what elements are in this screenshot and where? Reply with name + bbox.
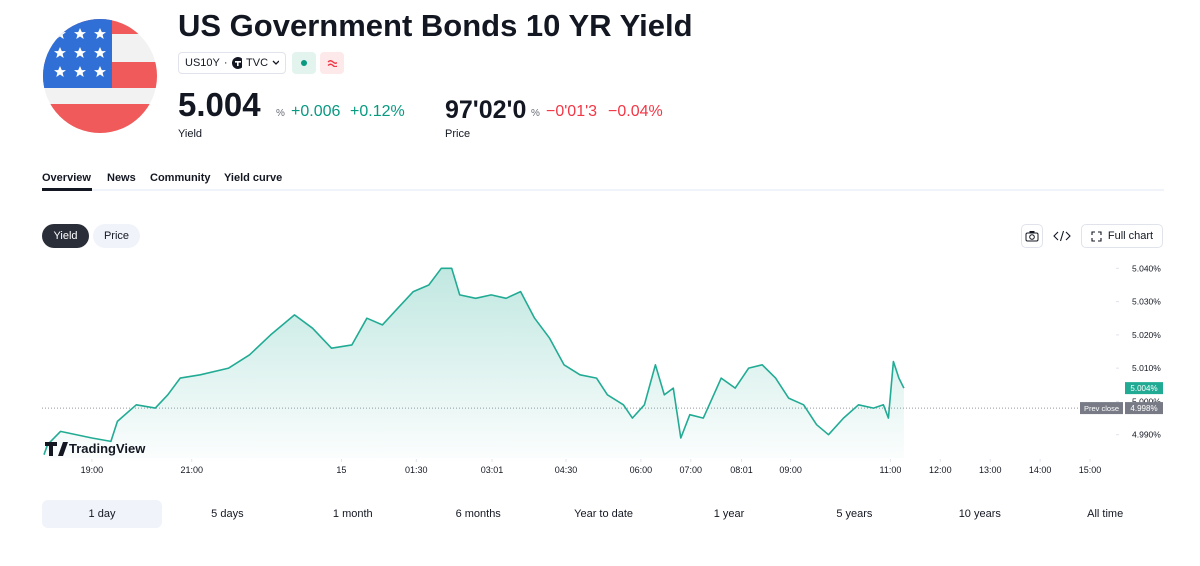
symbol: US10Y xyxy=(185,57,220,69)
x-tick-label: 19:00 xyxy=(81,465,104,475)
camera-icon xyxy=(1025,231,1039,242)
price-unit: % xyxy=(531,108,540,119)
yield-unit: % xyxy=(276,108,285,119)
range-button[interactable]: 5 years xyxy=(836,508,873,520)
active-tab-underline xyxy=(42,188,92,191)
expand-icon xyxy=(1091,230,1102,242)
y-tick-label: 5.040% xyxy=(1132,263,1161,273)
symbol-badge[interactable]: US10Y · TVC xyxy=(178,52,286,74)
prev-close-box xyxy=(1080,402,1123,415)
y-tick-label: 5.000% xyxy=(1132,396,1161,406)
tab[interactable]: Community xyxy=(150,172,211,184)
prev-close-value-label: 4.998% xyxy=(1130,404,1157,413)
range-button[interactable]: 6 months xyxy=(455,508,501,520)
y-tick-label: 5.030% xyxy=(1132,297,1161,307)
title: US Government Bonds 10 YR Yield xyxy=(178,8,693,43)
x-tick-label: 15 xyxy=(336,465,346,475)
full-chart-label: Full chart xyxy=(1107,230,1154,242)
prev-close-text: Prev close xyxy=(1084,404,1119,413)
x-tick-label: 14:00 xyxy=(1029,465,1052,475)
tv-logo xyxy=(231,57,243,69)
current-value-label: 5.004% xyxy=(1130,384,1157,393)
prev-close-value-box xyxy=(1125,402,1163,415)
yield-label: Yield xyxy=(178,128,203,140)
snapshot-button[interactable] xyxy=(1021,224,1043,248)
separator: · xyxy=(223,57,228,69)
embed-button[interactable] xyxy=(1050,224,1074,248)
chevron xyxy=(272,60,279,65)
x-tick-label: 21:00 xyxy=(180,465,203,475)
status-dot xyxy=(301,60,307,66)
x-tick-label: 12:00 xyxy=(929,465,952,475)
yield-change-pct: +0.12% xyxy=(350,103,405,120)
delayed-icon xyxy=(327,60,337,67)
current-value-box xyxy=(1125,382,1163,395)
y-tick-label: 5.020% xyxy=(1132,330,1161,340)
delayed-button[interactable] xyxy=(320,52,344,74)
range-button[interactable]: 5 days xyxy=(211,508,244,520)
range-button[interactable]: Year to date xyxy=(574,508,634,520)
market-open-button[interactable] xyxy=(292,52,316,74)
x-tick-label: 03:01 xyxy=(481,465,504,475)
x-tick-label: 06:00 xyxy=(630,465,653,475)
x-tick-label: 04:30 xyxy=(555,465,578,475)
y-tick-label: 4.990% xyxy=(1132,430,1161,440)
tab[interactable]: Yield curve xyxy=(224,172,283,184)
tab-divider xyxy=(42,189,1164,191)
x-tick-label: 01:30 xyxy=(405,465,428,475)
tab[interactable]: Overview xyxy=(42,172,91,184)
watermark-text: TradingView xyxy=(69,441,146,456)
x-tick-label: 13:00 xyxy=(979,465,1002,475)
price-label: Price xyxy=(445,128,471,140)
x-tick-label: 07:00 xyxy=(680,465,703,475)
x-tick-label: 09:00 xyxy=(779,465,802,475)
yield-value: 5.004 xyxy=(178,86,261,123)
range-button[interactable]: 1 day xyxy=(42,500,162,528)
flag-icon xyxy=(43,19,157,133)
range-button[interactable]: 10 years xyxy=(958,508,1001,520)
watermark-logo xyxy=(45,442,68,456)
watermark: TradingView xyxy=(45,441,146,456)
area-fill xyxy=(44,268,904,458)
price-change: −0'01'3 xyxy=(546,103,598,120)
x-tick-label: 15:00 xyxy=(1079,465,1102,475)
range-button[interactable]: 1 year xyxy=(713,508,745,520)
price-change-pct: −0.04% xyxy=(608,103,663,120)
range-button[interactable]: 1 month xyxy=(332,508,373,520)
chart: 4.990% 5.000% 5.010% 5.020% 5.030% 5.040% 19:0… xyxy=(42,263,1163,475)
toggle-price[interactable]: Price xyxy=(93,224,140,248)
y-tick-label: 5.010% xyxy=(1132,363,1161,373)
toggle-yield[interactable]: Yield xyxy=(42,224,89,248)
code-icon xyxy=(1053,230,1071,242)
x-tick-label: 11:00 xyxy=(879,465,901,475)
price-value: 97'02'0 xyxy=(445,96,527,124)
exchange: TVC xyxy=(246,57,269,69)
full-chart-button[interactable]: Full chart xyxy=(1081,224,1163,248)
range-button[interactable]: All time xyxy=(1087,508,1124,520)
tab[interactable]: News xyxy=(107,172,136,184)
x-tick-label: 08:01 xyxy=(730,465,753,475)
yield-change: +0.006 xyxy=(291,103,341,120)
line xyxy=(43,267,905,455)
